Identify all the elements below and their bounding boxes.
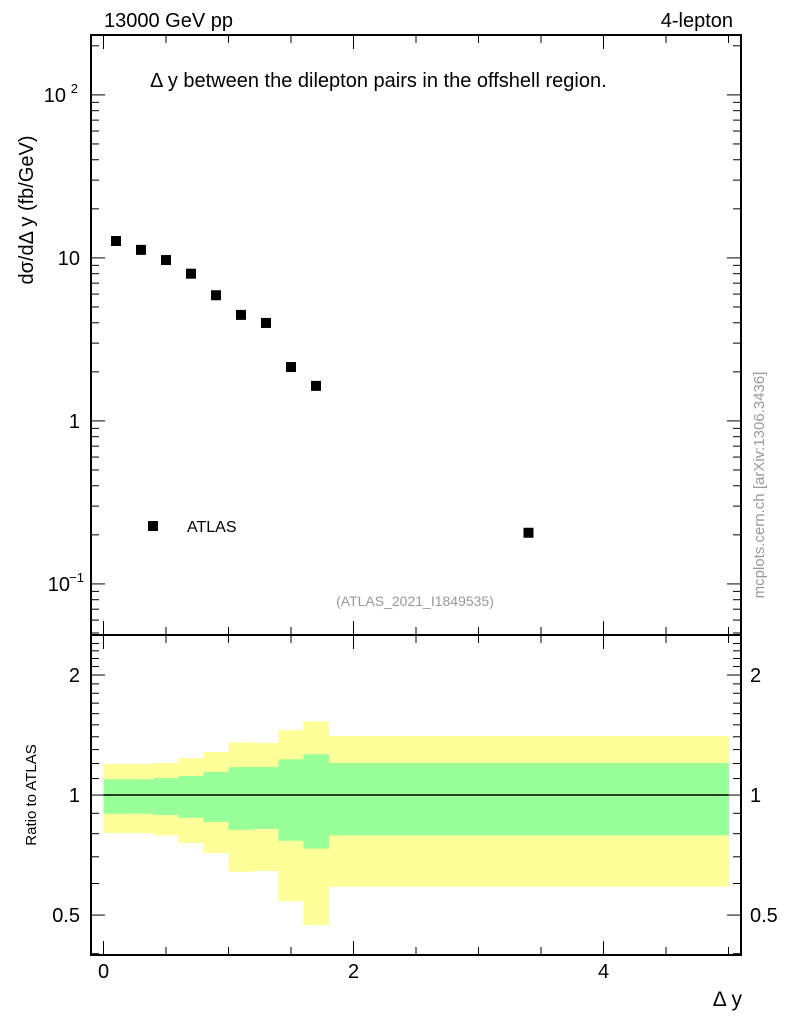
- y-tick-label-exponent: 2: [71, 81, 78, 96]
- x-tick-label: 4: [598, 961, 609, 983]
- x-axis-label: Δ y: [713, 988, 743, 1011]
- y-tick-label-exponent: −1: [69, 570, 84, 585]
- ratio-y-tick-label-right: 2: [750, 665, 761, 687]
- ratio-band-stat: [103, 779, 129, 814]
- main-title: Δ y between the dilepton pairs in the of…: [150, 70, 607, 92]
- data-point: [211, 290, 221, 301]
- data-point: [311, 380, 321, 391]
- legend-label-atlas: ATLAS: [187, 519, 237, 536]
- y-tick-label: 10: [58, 248, 80, 270]
- y-tick-label: 1: [69, 411, 80, 433]
- ratio-band-stat: [228, 767, 254, 830]
- ratio-y-tick-label-right: 1: [750, 785, 761, 807]
- ratio-band-stat: [278, 759, 304, 841]
- ratio-y-axis-label: Ratio to ATLAS: [23, 744, 40, 845]
- data-point: [523, 527, 534, 538]
- ratio-y-tick-label-right: 0.5: [750, 905, 778, 927]
- data-point: [236, 309, 246, 320]
- x-tick-label: 0: [98, 961, 109, 983]
- analysis-id: (ATLAS_2021_I1849535): [336, 593, 494, 609]
- watermark: mcplots.cern.ch [arXiv:1306.3436]: [751, 372, 768, 599]
- y-tick-label: 10: [48, 574, 70, 596]
- y-axis-label: dσ/dΔ y (fb/GeV): [16, 135, 38, 284]
- y-tick-label: 10: [44, 85, 66, 107]
- ratio-band-stat: [253, 767, 279, 829]
- data-point: [136, 244, 146, 255]
- ratio-band-stat: [303, 754, 329, 849]
- ratio-band-stat: [203, 772, 229, 822]
- header-right: 4-lepton: [661, 10, 733, 32]
- legend-marker-atlas: [148, 521, 158, 531]
- data-point: [161, 255, 171, 266]
- ratio-y-tick-label: 0.5: [52, 905, 80, 927]
- data-point: [111, 235, 121, 246]
- main-plot-frame: [90, 34, 742, 636]
- x-tick-label: 2: [348, 961, 359, 983]
- ratio-band-stat: [128, 779, 154, 814]
- header-left: 13000 GeV pp: [104, 10, 233, 32]
- ratio-y-tick-label: 2: [69, 665, 80, 687]
- data-point: [261, 317, 271, 328]
- ratio-band-stat: [178, 776, 204, 818]
- ratio-band-stat: [153, 778, 179, 816]
- ratio-y-tick-label: 1: [69, 785, 80, 807]
- data-point: [186, 268, 196, 279]
- data-point: [286, 362, 296, 373]
- ratio-band-stat: [328, 763, 729, 836]
